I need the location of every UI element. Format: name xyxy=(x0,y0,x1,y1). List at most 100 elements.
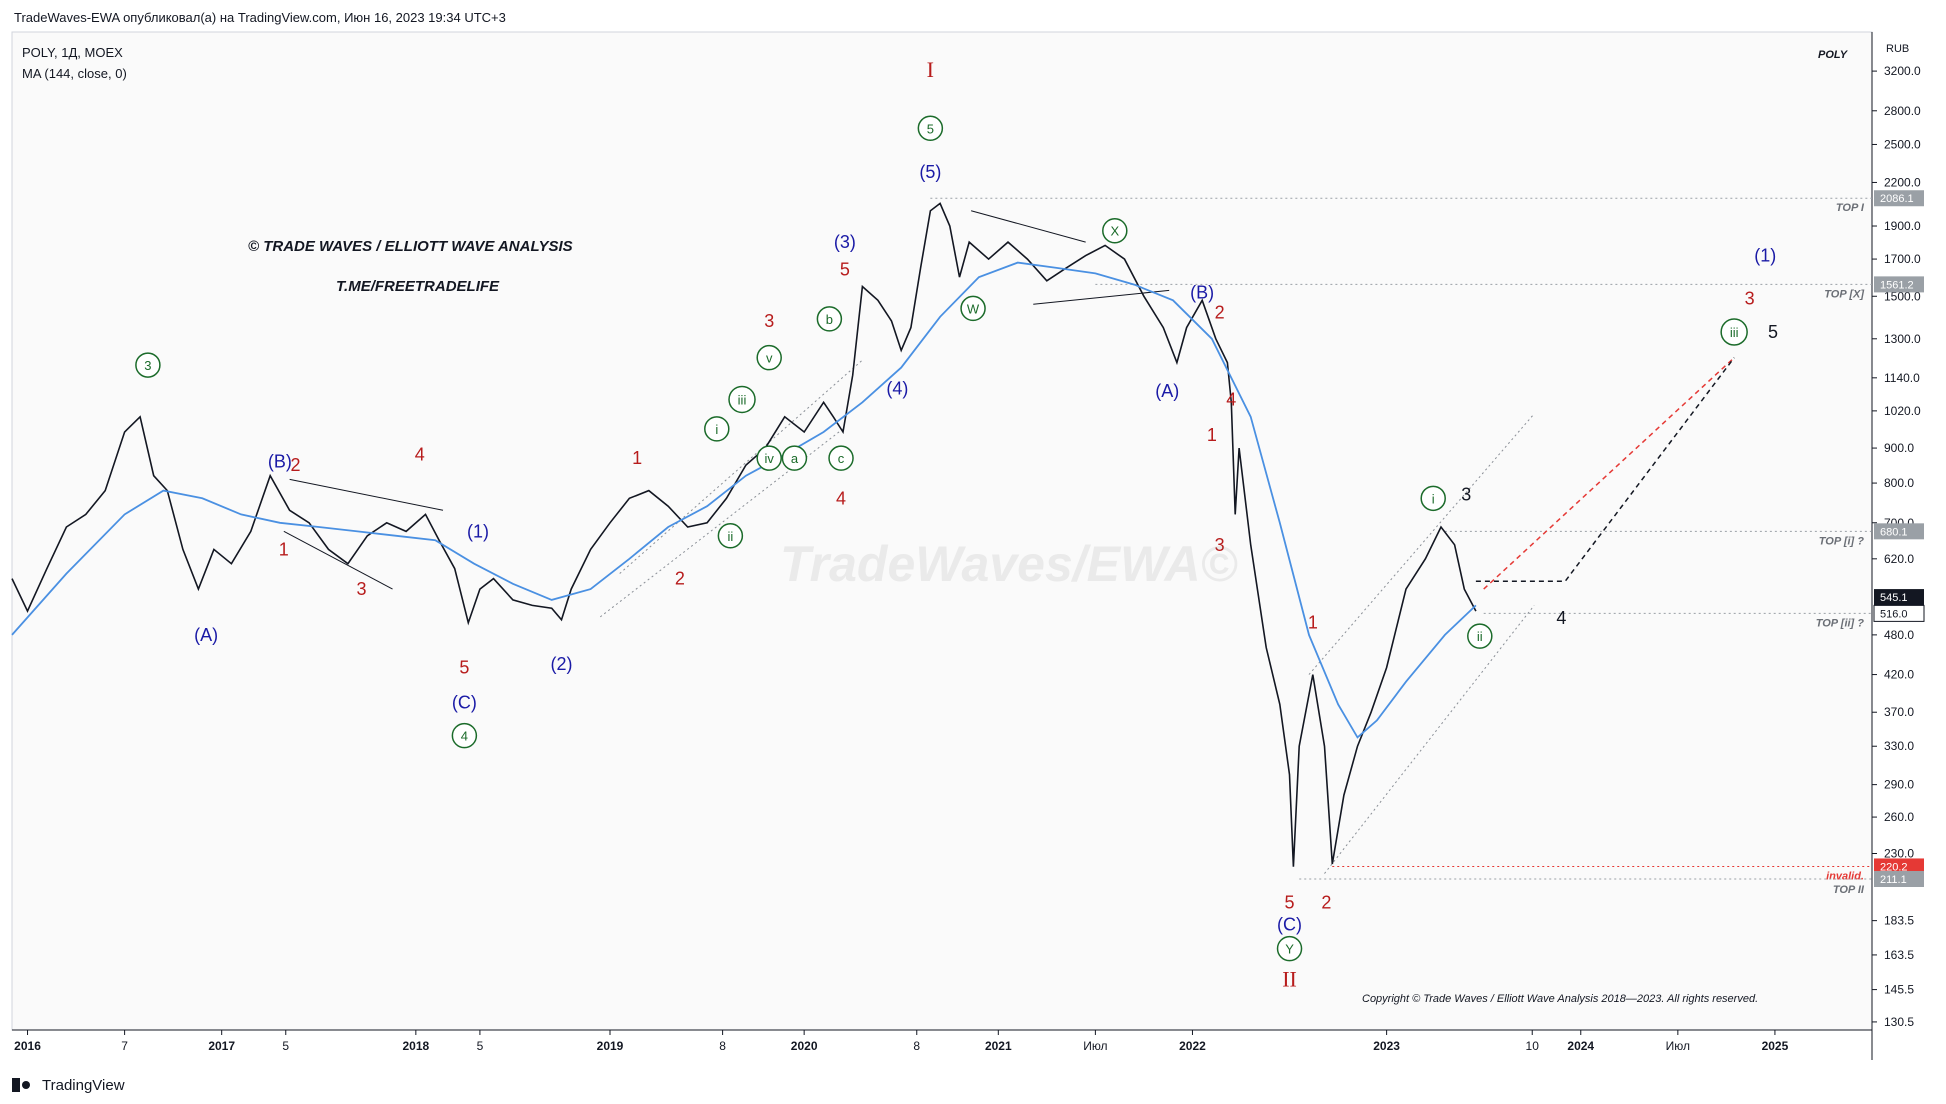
wave-label: 2 xyxy=(290,455,300,475)
price-tick-label: 163.5 xyxy=(1884,948,1914,962)
watermark: TradeWaves/EWA© xyxy=(780,536,1238,592)
triangle-line xyxy=(1033,289,1170,305)
price-label-text: 1561.2 xyxy=(1880,279,1914,291)
price-tick-label: 1900.0 xyxy=(1884,219,1921,233)
time-tick-label: 2016 xyxy=(14,1039,41,1053)
price-tick-label: 2500.0 xyxy=(1884,137,1921,151)
price-label-box xyxy=(1873,604,1925,622)
wave-circle xyxy=(917,115,944,142)
wave-circle xyxy=(717,523,744,549)
time-tick-label: 2025 xyxy=(1762,1039,1789,1053)
projection-red xyxy=(1483,357,1735,590)
wave-label: (3) xyxy=(834,232,856,252)
wave-label: (4) xyxy=(886,378,908,398)
wave-label: 3 xyxy=(1461,484,1471,504)
ma-series xyxy=(11,261,1477,739)
wave-circle xyxy=(1276,935,1303,962)
level-label: TOP [X] xyxy=(1824,288,1864,300)
wave-circle xyxy=(756,344,782,371)
wave-circle xyxy=(816,306,843,332)
price-label-box xyxy=(1874,858,1924,875)
wave-circle xyxy=(1420,485,1446,512)
price-tick-label: 800.0 xyxy=(1884,476,1914,490)
wave-label: 5 xyxy=(459,658,469,678)
wave-circle xyxy=(135,352,161,378)
wave-label: (C) xyxy=(452,693,477,713)
indicator-line: MA (144, close, 0) xyxy=(22,66,127,81)
time-tick-label: 5 xyxy=(477,1039,484,1053)
level-label: invalid. xyxy=(1826,870,1864,882)
currency-label: RUB xyxy=(1886,43,1910,55)
price-axis: 3200.0 2800.0 2500.0 2200.0 1900.0 1700.0 1500… xyxy=(1872,64,1921,1029)
wave-label: II xyxy=(1282,967,1297,992)
time-tick-label: 2022 xyxy=(1179,1039,1206,1053)
symbol-tag: POLY xyxy=(1818,49,1848,61)
time-tick-label: 2018 xyxy=(402,1039,429,1053)
price-label-box xyxy=(1874,276,1924,293)
price-label-text: 211.1 xyxy=(1880,874,1907,886)
price-tick-label: 183.5 xyxy=(1884,914,1914,928)
footer-brand[interactable]: TradingView xyxy=(42,1076,125,1094)
channel-line xyxy=(1324,605,1535,874)
plot-area xyxy=(11,31,1873,1031)
price-label-box xyxy=(1874,523,1924,540)
wave-circle xyxy=(960,295,986,322)
price-tick-label: 230.0 xyxy=(1884,847,1914,861)
price-tick-label: 260.0 xyxy=(1884,810,1914,824)
price-label-text: 2086.1 xyxy=(1880,193,1914,205)
wave-label: iv xyxy=(765,451,775,466)
wave-label: (1) xyxy=(1754,246,1776,266)
time-tick-label: 10 xyxy=(1526,1039,1540,1053)
wave-label: i xyxy=(1432,491,1435,506)
price-tick-label: 1020.0 xyxy=(1884,404,1921,418)
projection-black xyxy=(1475,357,1735,582)
price-label-text: 680.1 xyxy=(1880,526,1908,538)
price-label-box xyxy=(1874,870,1924,887)
price-tick-label: 620.0 xyxy=(1884,552,1914,566)
wave-label: b xyxy=(826,312,833,327)
wave-label: W xyxy=(967,301,980,316)
price-tick-label: 900.0 xyxy=(1884,441,1914,455)
triangle-line xyxy=(289,478,444,511)
price-tick-label: 290.0 xyxy=(1884,778,1914,792)
time-tick-label: 2021 xyxy=(985,1039,1012,1053)
price-tick-label: 370.0 xyxy=(1884,705,1914,719)
copyright-note: Copyright © Trade Waves / Elliott Wave A… xyxy=(1362,993,1759,1005)
wave-label: 3 xyxy=(1745,288,1755,308)
time-tick-label: 2024 xyxy=(1567,1039,1594,1053)
wave-label: (B) xyxy=(268,452,292,472)
wave-label: 4 xyxy=(836,488,846,508)
wave-label: 3 xyxy=(1215,535,1225,555)
time-tick-label: 2017 xyxy=(208,1039,235,1053)
time-axis: 2016 7 2017 5 2018 5 2019 8 2020 8 2021 Июл 2022 2023… xyxy=(14,1030,1789,1053)
time-tick-label: 2020 xyxy=(791,1039,818,1053)
time-tick-label: Июл xyxy=(1083,1039,1107,1053)
wave-label: 4 xyxy=(415,445,425,465)
footer-bar: TradingView xyxy=(12,1074,125,1096)
wave-label: ii xyxy=(1477,629,1483,644)
wave-label: a xyxy=(791,451,799,466)
level-label: TOP [ii] ? xyxy=(1816,617,1865,629)
tradingview-logo-icon xyxy=(12,1078,34,1092)
wave-label: X xyxy=(1110,224,1119,239)
wave-label: I xyxy=(927,57,934,82)
wave-label: (2) xyxy=(550,654,572,674)
price-tick-label: 330.0 xyxy=(1884,739,1914,753)
wave-label: 4 xyxy=(1556,608,1566,628)
time-tick-label: 2019 xyxy=(597,1039,624,1053)
price-tick-label: 2200.0 xyxy=(1884,175,1921,189)
wave-circle xyxy=(756,445,782,471)
price-label-text: 220.2 xyxy=(1880,861,1908,873)
wave-label: 4 xyxy=(1226,389,1236,409)
wave-label: (5) xyxy=(919,162,941,182)
published-line: TradeWaves-EWA опубликовал(а) на Trading… xyxy=(14,10,506,25)
price-label-box xyxy=(1874,589,1924,606)
projection-lines xyxy=(1475,357,1735,590)
time-tick-label: 5 xyxy=(282,1039,289,1053)
wave-circle xyxy=(781,445,808,471)
wave-label: (C) xyxy=(1277,915,1302,935)
wave-circle xyxy=(728,385,756,414)
price-label-text: 516.0 xyxy=(1880,608,1908,620)
level-lines: TOP I TOP [X] TOP [i] ? TOP [ii] ? invalid. T… xyxy=(930,197,1872,896)
